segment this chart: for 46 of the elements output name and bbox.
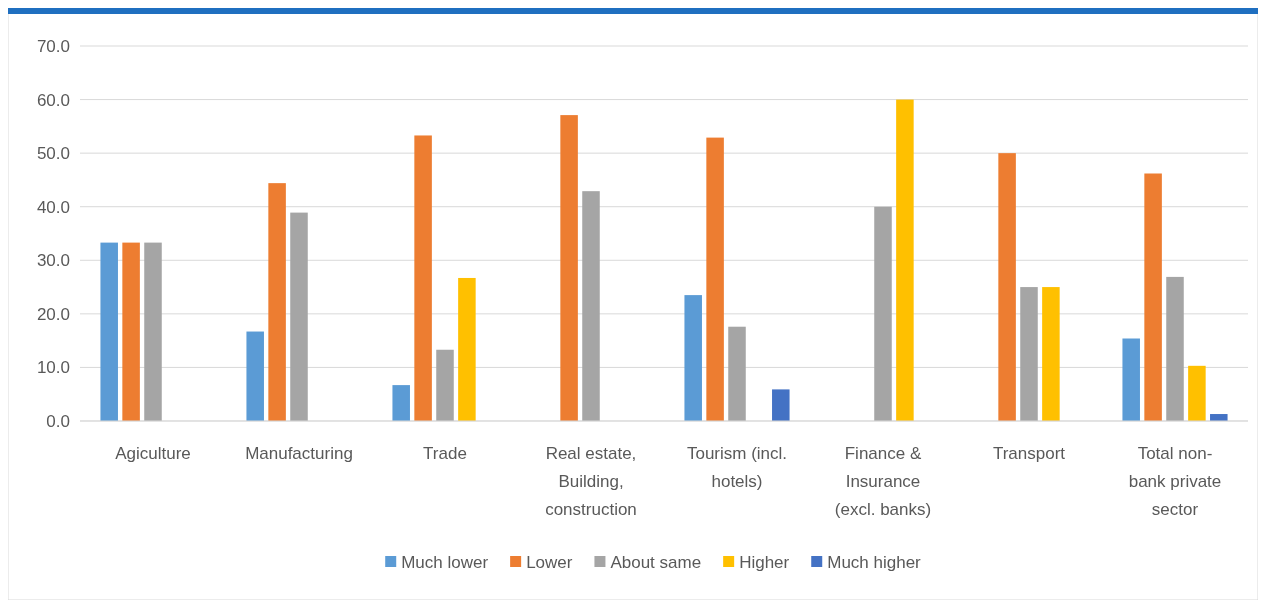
legend-label: About same — [610, 552, 702, 572]
y-tick-label: 50.0 — [36, 144, 70, 164]
x-tick-label: Transport — [992, 444, 1066, 463]
y-tick-label: 70.0 — [36, 36, 70, 56]
bar — [772, 389, 790, 421]
bar — [1020, 287, 1038, 421]
x-tick-label: Tourism (incl. hotels) — [686, 444, 788, 491]
bar — [290, 212, 308, 421]
bar — [100, 242, 118, 421]
bar — [1042, 287, 1060, 421]
bar — [436, 349, 454, 421]
x-tick-label: Total non-bank private sector — [1128, 444, 1222, 519]
bar — [1144, 173, 1162, 421]
bar — [246, 331, 264, 421]
bar — [122, 242, 140, 421]
bar — [706, 137, 724, 421]
legend-label: Much higher — [827, 552, 922, 572]
y-tick-label: 10.0 — [36, 358, 70, 378]
bar — [582, 191, 600, 421]
x-tick-label: Agiculture — [115, 444, 191, 463]
x-tick-label: Finance & Insurance (excl. banks) — [834, 444, 932, 519]
legend-label: Lower — [526, 552, 573, 572]
legend-label: Higher — [739, 552, 790, 572]
x-tick-label: Real estate, Building, construction — [545, 444, 637, 519]
bar — [896, 99, 914, 421]
bar — [414, 135, 432, 421]
y-tick-label: 60.0 — [36, 90, 70, 110]
y-tick-label: 30.0 — [36, 251, 70, 271]
bar — [560, 115, 578, 421]
bar — [1188, 365, 1206, 421]
y-tick-label: 40.0 — [36, 197, 70, 217]
legend-label: Much lower — [401, 552, 489, 572]
bar — [458, 277, 476, 421]
bar — [392, 385, 410, 421]
bar — [1166, 276, 1184, 421]
bar — [728, 326, 746, 421]
bar — [268, 183, 286, 421]
y-tick-label: 0.0 — [46, 411, 70, 431]
bar — [144, 242, 162, 421]
x-tick-label: Trade — [423, 444, 467, 463]
bar — [874, 206, 892, 421]
y-tick-label: 20.0 — [36, 304, 70, 324]
x-tick-label: Manufacturing — [245, 444, 353, 463]
bar — [998, 153, 1016, 421]
bar — [684, 295, 702, 421]
bar — [1122, 338, 1140, 421]
